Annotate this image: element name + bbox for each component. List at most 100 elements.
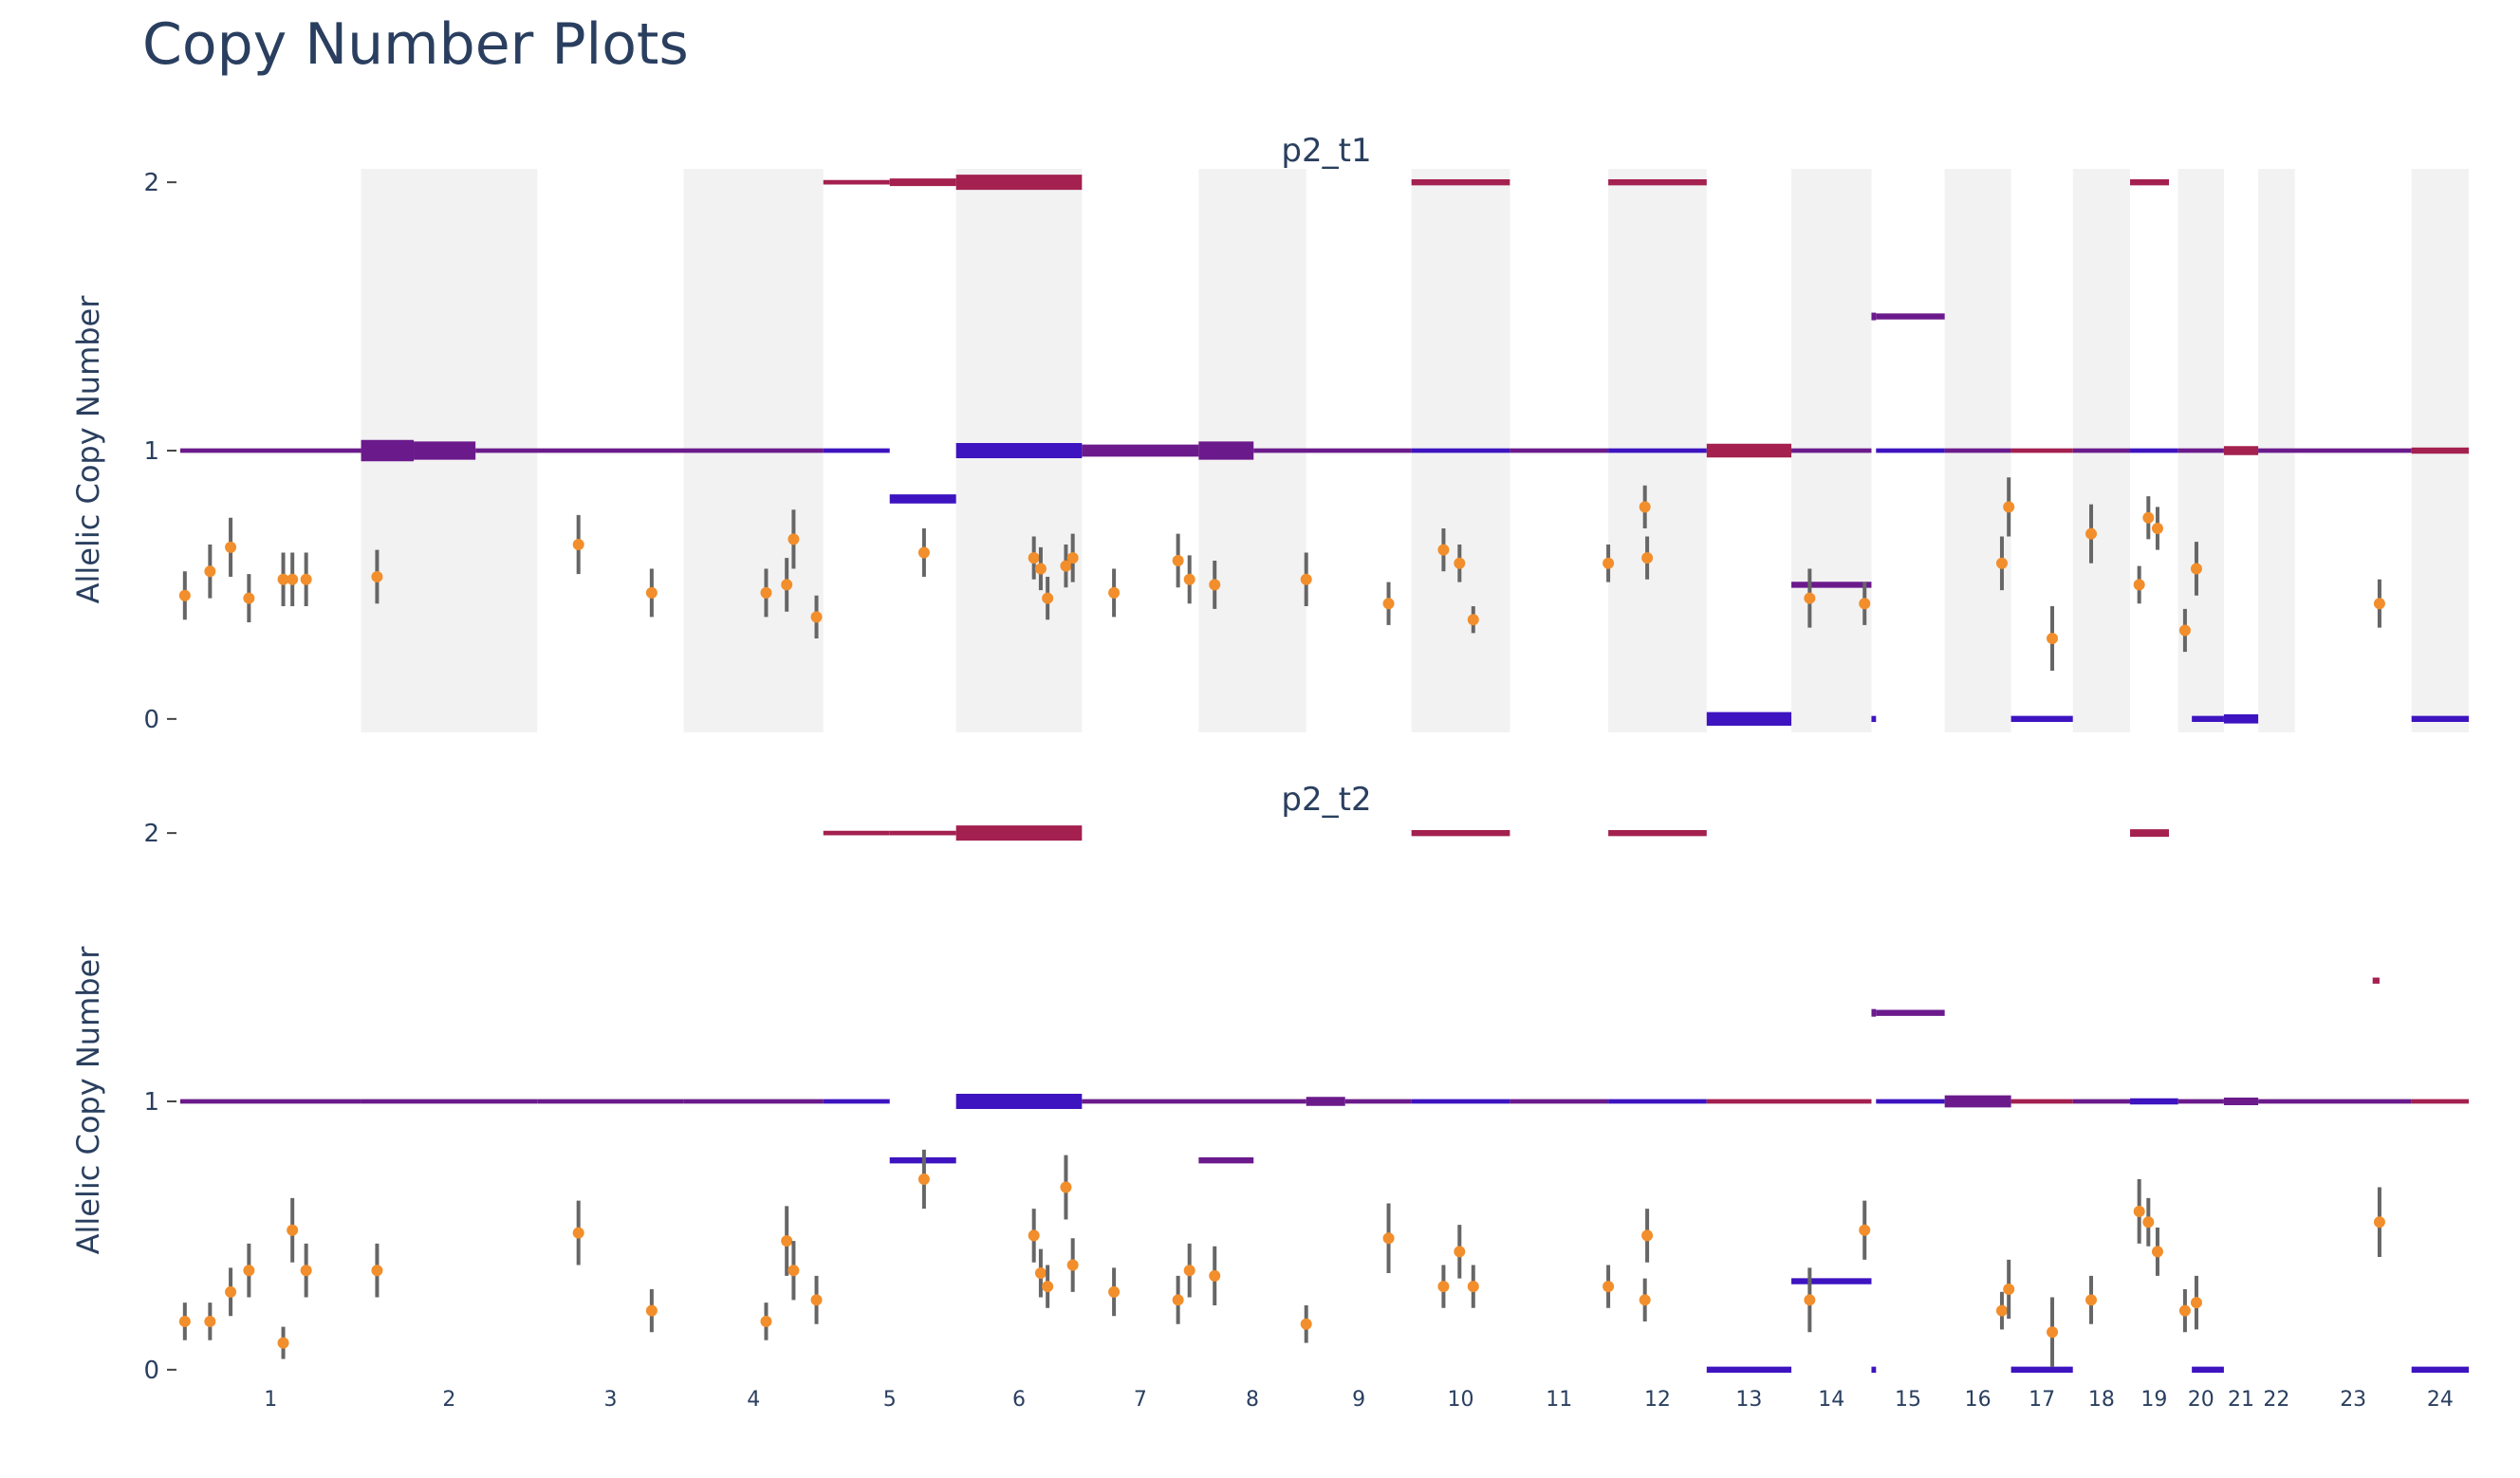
data-point [2151, 523, 2163, 535]
data-point [1382, 1232, 1395, 1245]
data-point [788, 533, 800, 545]
data-point [1034, 563, 1047, 575]
data-point [1300, 573, 1312, 585]
x-tick-label: 23 [2340, 1388, 2366, 1412]
data-point [1641, 552, 1654, 564]
x-tick-label: 17 [2029, 1388, 2055, 1412]
data-point [287, 1224, 299, 1236]
data-point [1183, 573, 1195, 585]
data-point [645, 1304, 658, 1317]
data-point [2190, 1297, 2202, 1309]
data-point [1028, 1229, 1040, 1242]
x-tick-label: 7 [1134, 1388, 1147, 1412]
data-point [225, 1285, 237, 1298]
panel-title: p2_t2 [1281, 781, 1371, 819]
data-point [1454, 1246, 1466, 1258]
data-point [300, 573, 312, 585]
data-point [1300, 1318, 1312, 1330]
y-axis-label: Allelic Copy Number [70, 295, 106, 604]
data-point [178, 589, 191, 601]
data-point [2142, 1216, 2155, 1229]
data-point [243, 1265, 255, 1277]
x-tick-label: 10 [1448, 1388, 1474, 1412]
data-point [1437, 544, 1450, 556]
segments [180, 825, 2469, 1374]
data-point [2133, 579, 2145, 591]
data-point [178, 1315, 191, 1327]
data-point [917, 546, 930, 559]
data-point [2085, 527, 2098, 540]
data-point [788, 1265, 800, 1277]
data-point [2047, 633, 2059, 644]
x-tick-label: 3 [603, 1388, 617, 1412]
data-point [1183, 1265, 1195, 1277]
data-point [2133, 1205, 2145, 1217]
data-point [1066, 1259, 1079, 1271]
data-point [2178, 1304, 2191, 1317]
data-point [204, 1315, 216, 1327]
data-point [1034, 1267, 1047, 1280]
data-point [760, 586, 772, 599]
x-tick-label: 6 [1012, 1388, 1026, 1412]
data-point [2178, 624, 2191, 637]
data-point [1859, 1224, 1871, 1236]
y-tick-label: 2 [143, 820, 159, 848]
data-point [1641, 1229, 1654, 1242]
data-point [2373, 598, 2385, 610]
panel-title: p2_t1 [1281, 132, 1371, 170]
x-tick-label: 24 [2427, 1388, 2454, 1412]
data-point [1639, 1294, 1651, 1306]
data-point [1382, 598, 1395, 610]
y-tick-label: 0 [143, 706, 159, 734]
points [178, 1149, 2385, 1368]
y-axis: 0 1 2 [143, 169, 176, 734]
y-axis-label: Allelic Copy Number [70, 946, 106, 1255]
data-point [2142, 511, 2155, 524]
data-point [287, 573, 299, 585]
data-point [1603, 557, 1615, 569]
x-tick-label: 5 [883, 1388, 897, 1412]
x-tick-label: 19 [2140, 1388, 2167, 1412]
x-tick-label: 4 [747, 1388, 760, 1412]
data-point [371, 570, 383, 582]
x-tick-label: 22 [2263, 1388, 2289, 1412]
data-point [781, 579, 793, 591]
data-point [810, 1294, 823, 1306]
panel-p2-t2: p2_t2 Allelic Copy Number 0 1 2 [70, 781, 2469, 1385]
data-point [2151, 1246, 2163, 1258]
data-point [1639, 501, 1651, 513]
data-point [760, 1315, 772, 1327]
data-point [572, 1227, 584, 1239]
data-point [1603, 1281, 1615, 1293]
x-tick-label: 9 [1352, 1388, 1365, 1412]
data-point [225, 541, 237, 553]
data-point [1172, 554, 1184, 566]
x-tick-label: 18 [2088, 1388, 2115, 1412]
data-point [1066, 552, 1079, 564]
data-point [2003, 501, 2015, 513]
data-point [300, 1265, 312, 1277]
data-point [1060, 560, 1072, 572]
data-point [917, 1173, 930, 1186]
points [178, 477, 2385, 671]
data-point [2190, 563, 2202, 575]
data-point [1172, 1294, 1184, 1306]
data-point [243, 592, 255, 604]
x-tick-label: 13 [1735, 1388, 1762, 1412]
data-point [1454, 557, 1466, 569]
data-point [1028, 552, 1040, 564]
data-point [1108, 1285, 1121, 1298]
x-tick-label: 21 [2228, 1388, 2254, 1412]
x-tick-label: 16 [1965, 1388, 1992, 1412]
x-tick-label: 20 [2188, 1388, 2214, 1412]
y-tick-label: 1 [143, 437, 159, 466]
data-point [1467, 1281, 1479, 1293]
data-point [1804, 592, 1816, 604]
data-point [2047, 1326, 2059, 1339]
data-point [1859, 598, 1871, 610]
x-tick-label: 14 [1818, 1388, 1844, 1412]
panel-p2-t1: p2_t1 Allelic Copy Number 0 1 2 [70, 132, 2469, 734]
data-point [1209, 579, 1221, 591]
data-point [645, 586, 658, 599]
x-tick-label: 15 [1895, 1388, 1921, 1412]
